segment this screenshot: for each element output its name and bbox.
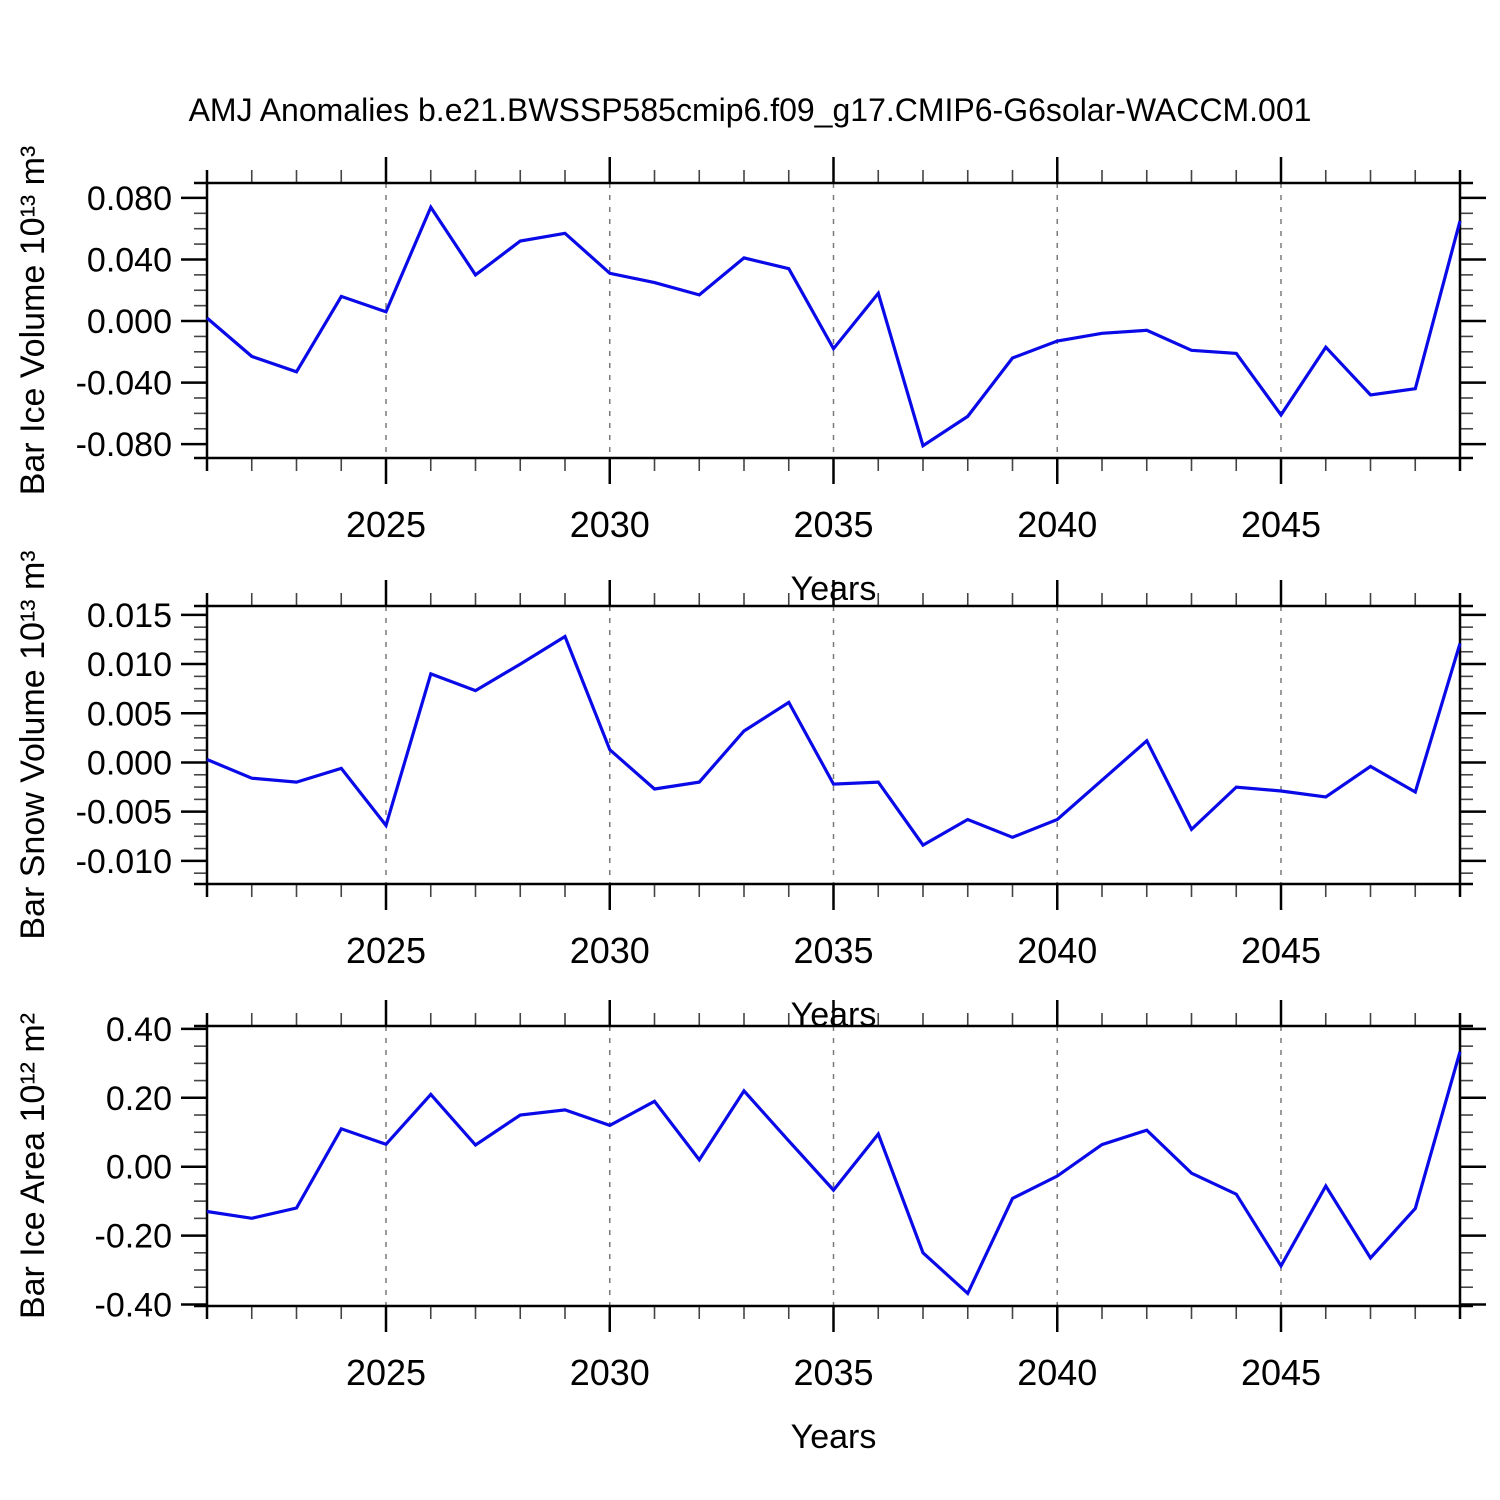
figure-title: AMJ Anomalies b.e21.BWSSP585cmip6.f09_g1… [188, 92, 1312, 128]
series-bar-ice-volume [205, 203, 1462, 449]
y-tick-label: 0.000 [87, 303, 172, 341]
y-tick-label: 0.000 [87, 744, 172, 782]
y-tick-label: 0.20 [106, 1080, 172, 1118]
y-tick-label: 0.010 [87, 646, 172, 684]
y-tick-label: 0.40 [106, 1011, 172, 1049]
panel-bar-snow-volume: -0.010 -0.005 0.000 0.005 0.010 0.015 2025 2030… [14, 550, 1486, 1034]
x-tick-label: 2045 [1241, 930, 1321, 971]
x-tick-label: 2025 [346, 930, 426, 971]
y-tick-label: -0.40 [95, 1286, 173, 1324]
x-tick-label: 2030 [570, 504, 650, 545]
x-tick-label: 2040 [1017, 504, 1097, 545]
y-tick-label: 0.00 [106, 1149, 172, 1187]
series-bar-snow-volume [206, 634, 1462, 848]
y-tick-label: -0.005 [76, 794, 172, 832]
x-tick-label: 2030 [570, 1352, 650, 1393]
x-tick-label: 2045 [1241, 1352, 1321, 1393]
x-tick-label: 2035 [793, 1352, 873, 1393]
y-axis-title: Bar Ice Volume 10¹³ m³ [14, 146, 52, 496]
y-tick-label: 0.080 [87, 180, 172, 218]
y-tick-label: 0.005 [87, 695, 172, 733]
x-tick-label: 2035 [793, 504, 873, 545]
y-tick-label: -0.040 [76, 365, 172, 403]
x-tick-label: 2040 [1017, 930, 1097, 971]
x-tick-label: 2025 [346, 504, 426, 545]
x-tick-label: 2045 [1241, 504, 1321, 545]
y-tick-label: 0.040 [87, 241, 172, 279]
y-tick-label: -0.080 [76, 426, 172, 464]
panel-bar-ice-area: -0.40 -0.20 0.00 0.20 0.40 2025 2030 2035 2040 20… [14, 1000, 1486, 1456]
x-tick-label: 2030 [570, 930, 650, 971]
x-axis-title: Years [791, 1418, 877, 1456]
x-tick-label: 2040 [1017, 1352, 1097, 1393]
x-tick-label: 2035 [793, 930, 873, 971]
series-bar-ice-area [206, 1051, 1462, 1297]
y-tick-label: 0.015 [87, 597, 172, 635]
panel-bar-ice-volume: -0.080 -0.040 0.000 0.040 0.080 2025 2030 2035 2… [14, 146, 1486, 608]
x-tick-label: 2025 [346, 1352, 426, 1393]
y-axis-title: Bar Ice Area 10¹² m² [14, 1013, 52, 1319]
y-tick-label: -0.20 [95, 1218, 173, 1256]
y-axis-title: Bar Snow Volume 10¹³ m³ [14, 550, 52, 939]
y-tick-label: -0.010 [76, 843, 172, 881]
